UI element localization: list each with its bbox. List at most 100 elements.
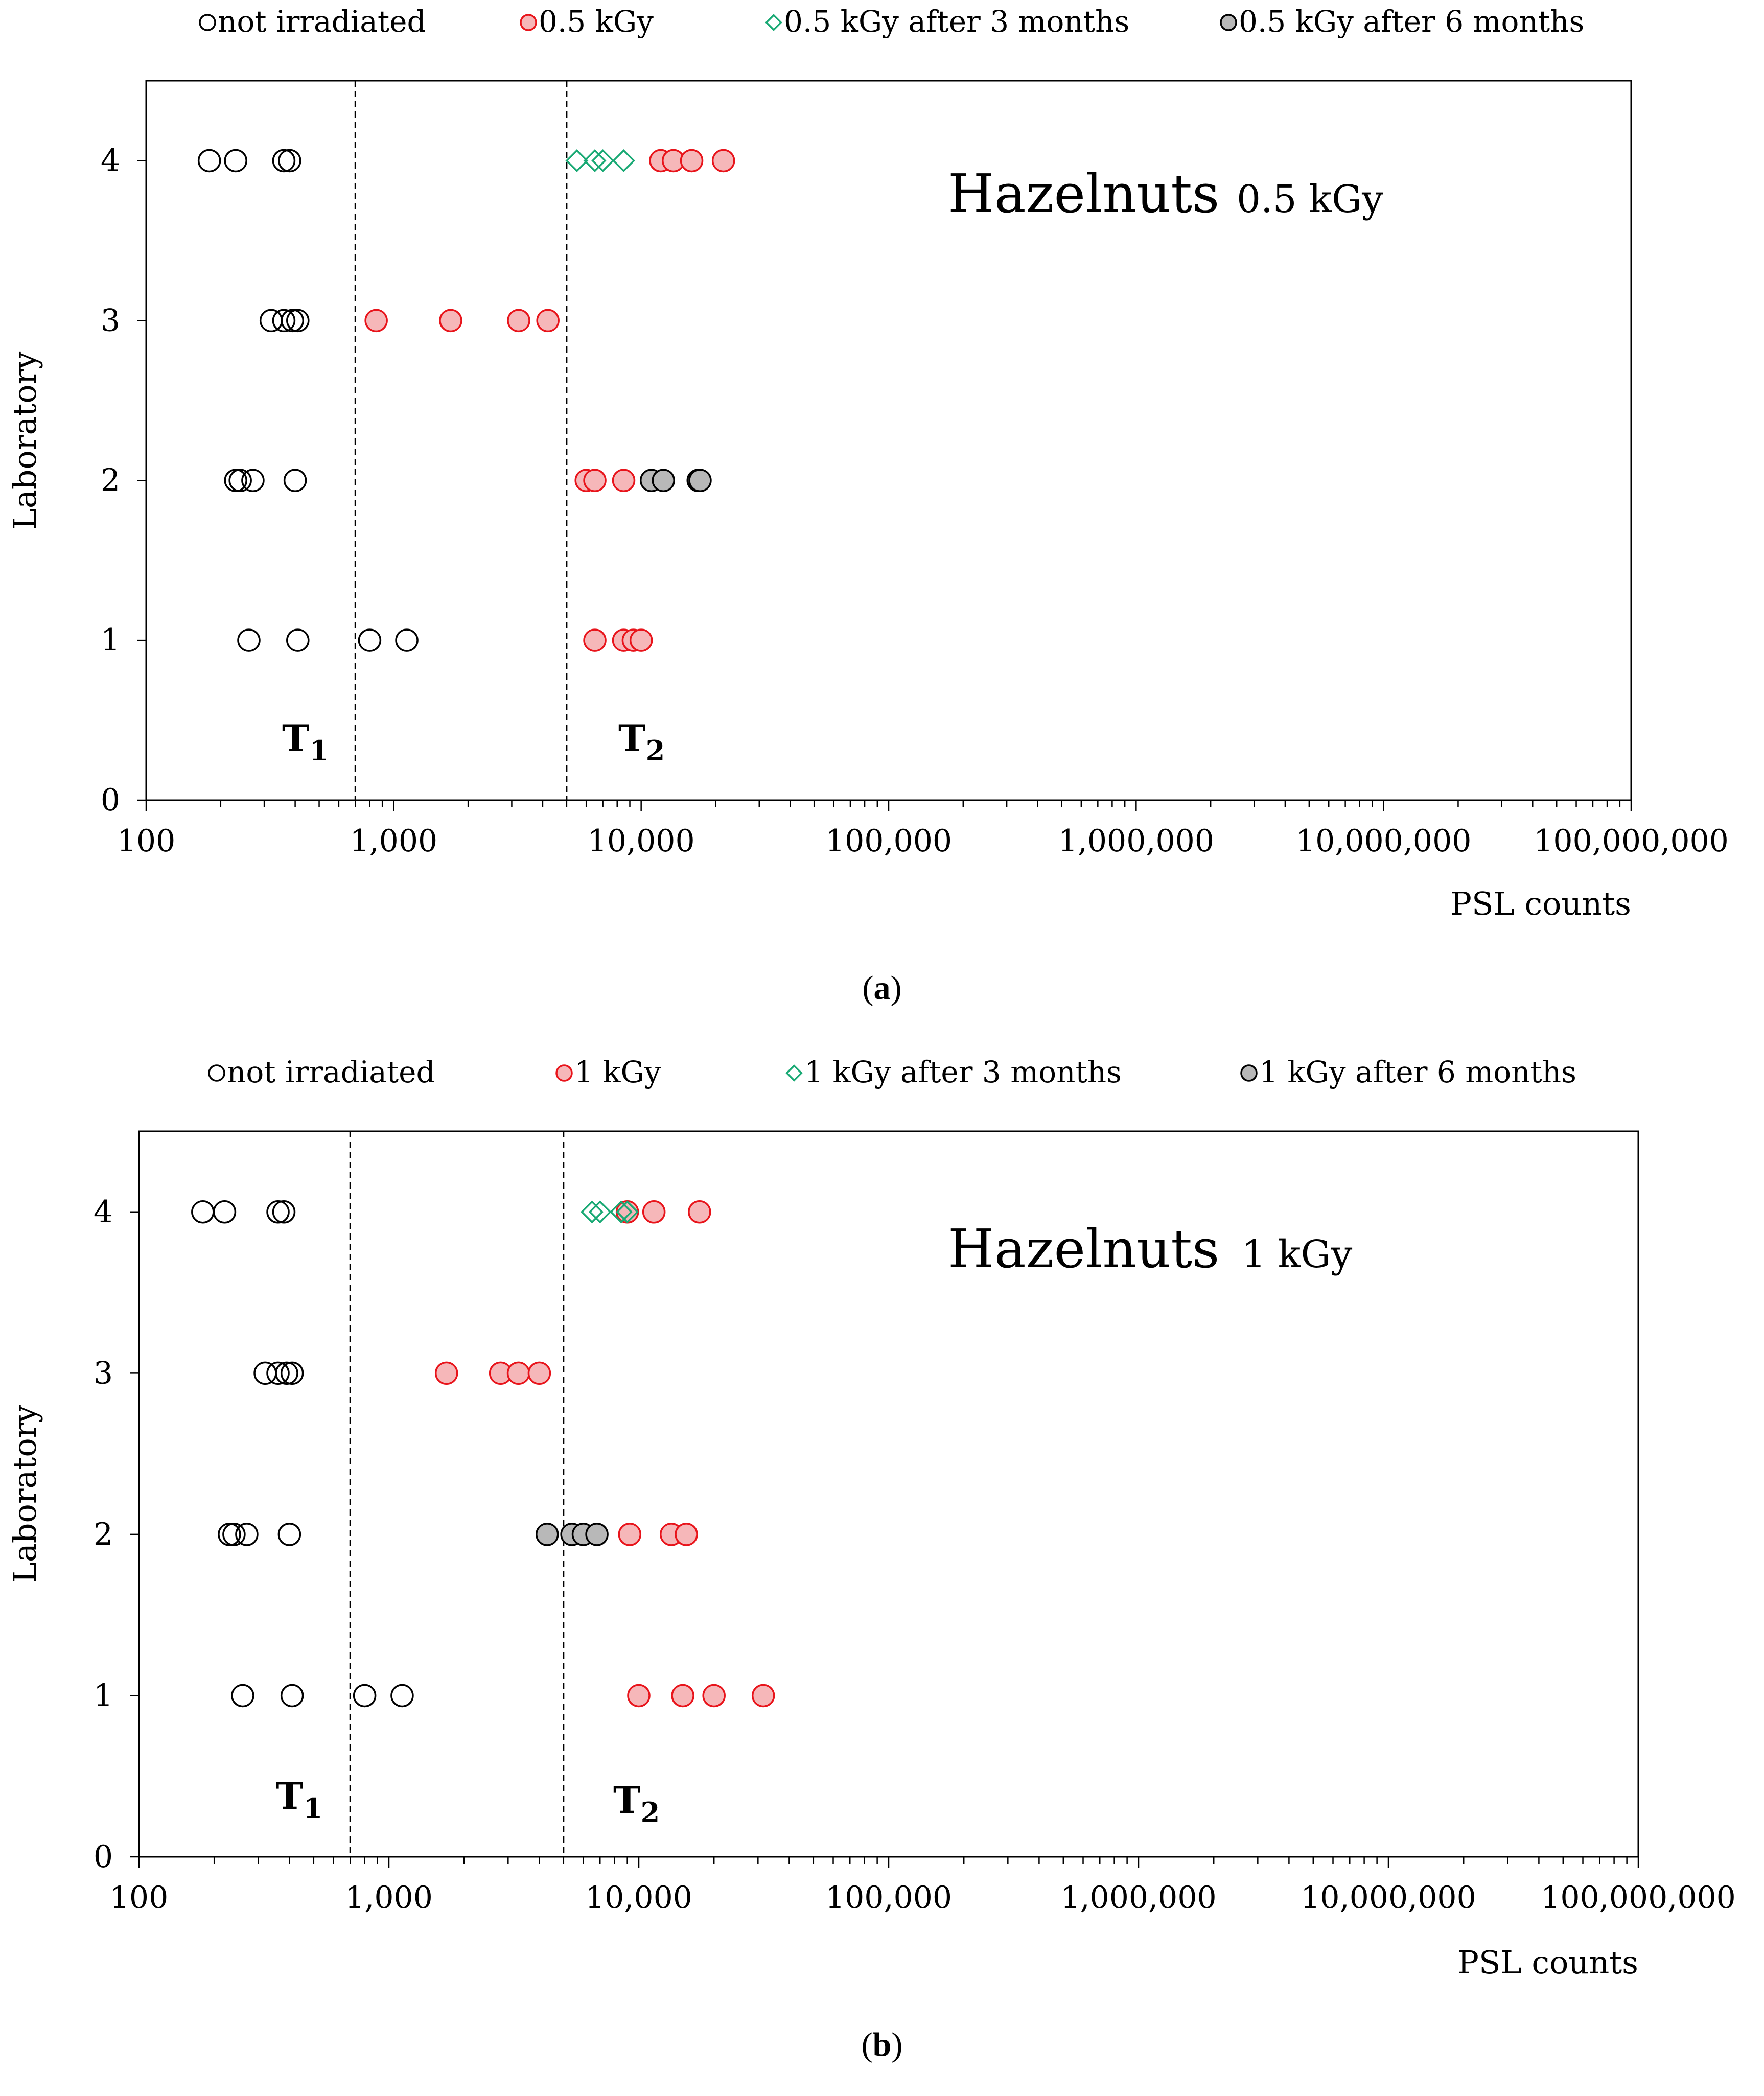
data-point	[237, 628, 261, 652]
data-point	[235, 1523, 259, 1546]
data-point	[395, 628, 419, 652]
legend-marker	[1240, 1064, 1258, 1082]
legend-marker	[785, 1064, 803, 1082]
y-axis-label: Laboratory	[6, 1405, 43, 1583]
data-point	[581, 1200, 604, 1224]
y-tick-label: 1	[101, 622, 120, 658]
x-tick-label: 10,000	[585, 1880, 692, 1916]
series-2	[565, 149, 635, 172]
data-point	[688, 469, 712, 492]
data-point	[702, 1684, 726, 1708]
y-tick-label: 1	[94, 1678, 113, 1713]
data-point	[197, 149, 221, 173]
chart-subtitle: 0.5 kGy	[1237, 177, 1383, 221]
data-point	[191, 1200, 215, 1224]
data-point	[591, 149, 615, 172]
x-tick-label: 1,000	[350, 823, 437, 859]
data-point	[224, 469, 247, 492]
caption-b-letter: b	[872, 2026, 892, 2063]
chart-subtitle: 1 kGy	[1242, 1232, 1353, 1276]
data-point	[588, 1200, 612, 1224]
x-tick-label: 100,000	[825, 1880, 952, 1916]
threshold-label-t2: T2	[613, 1778, 660, 1829]
data-point	[618, 1523, 642, 1546]
x-axis-label: PSL counts	[1457, 1944, 1638, 1981]
x-tick-label: 10,000	[588, 823, 695, 859]
chart-panel-b: 100 1,000 10,000 100,000 1,000,000 10,000,000…	[6, 1055, 1736, 1981]
data-point	[272, 309, 296, 333]
y-tick-label: 3	[101, 302, 120, 338]
plot-frame	[145, 80, 1632, 801]
x-tick-label: 100,000	[825, 823, 952, 859]
data-point	[612, 469, 636, 492]
y-axis-label: Laboratory	[6, 352, 43, 530]
chart-panel-a: 100 1,000 10,000 100,000 1,000,000 10,000,000…	[6, 4, 1729, 922]
series-2	[581, 1200, 639, 1224]
data-point	[652, 469, 675, 492]
series-3	[639, 469, 712, 492]
y-tick-label: 2	[101, 462, 120, 498]
data-point	[364, 309, 388, 333]
legend-marker	[555, 1064, 573, 1082]
caption-b: (b)	[861, 2026, 903, 2063]
x-tick-label: 100,000,000	[1541, 1880, 1736, 1916]
y-tick-label: 3	[94, 1355, 113, 1391]
series-0	[197, 149, 419, 652]
data-point	[272, 1200, 296, 1224]
data-point	[527, 1361, 551, 1385]
data-point	[439, 309, 462, 333]
data-point	[507, 309, 530, 333]
data-point	[615, 1200, 639, 1224]
data-point	[222, 1523, 246, 1546]
threshold-label-t2: T2	[618, 716, 665, 767]
series-1	[434, 1200, 775, 1708]
plot-frame	[138, 1130, 1639, 1858]
data-point	[536, 1523, 559, 1546]
data-point	[286, 628, 310, 652]
data-point	[280, 1684, 304, 1708]
x-tick-label: 100,000,000	[1534, 823, 1729, 859]
data-point	[583, 469, 607, 492]
data-point	[616, 1200, 639, 1224]
data-point	[281, 309, 305, 333]
legend: not irradiated 0.5 kGy 0.5 kGy after 3 mon…	[199, 4, 1584, 39]
data-point	[283, 469, 307, 492]
data-point	[675, 1523, 698, 1546]
data-point	[277, 1523, 301, 1546]
data-point	[241, 469, 265, 492]
legend-label: not irradiated	[218, 4, 426, 39]
legend-label: 0.5 kGy	[539, 4, 654, 39]
data-point	[688, 1200, 711, 1224]
data-point	[218, 1523, 241, 1546]
series-1	[364, 149, 735, 652]
data-point	[671, 1684, 694, 1708]
legend-label: 0.5 kGy after 3 months	[784, 4, 1129, 39]
x-tick-label: 1,000	[345, 1880, 433, 1916]
legend-label: 0.5 kGy after 6 months	[1239, 4, 1584, 39]
data-point	[253, 1361, 277, 1385]
data-point	[231, 1684, 254, 1708]
data-point	[629, 628, 653, 652]
caption-a-letter: a	[873, 969, 891, 1007]
data-point	[612, 149, 635, 172]
legend-marker	[1220, 14, 1237, 31]
x-tick-label: 1,000,000	[1058, 823, 1214, 859]
data-point	[286, 309, 310, 333]
data-point	[266, 1200, 290, 1224]
chart-title: Hazelnuts	[948, 1218, 1219, 1280]
data-point	[275, 1361, 298, 1385]
legend-marker	[208, 1064, 225, 1082]
x-tick-label: 10,000,000	[1301, 1880, 1476, 1916]
data-point	[680, 149, 704, 173]
x-tick-label: 100	[110, 1880, 169, 1916]
legend-marker	[765, 14, 782, 31]
data-point	[506, 1361, 530, 1385]
x-axis-label: PSL counts	[1450, 885, 1631, 922]
data-point	[642, 1200, 666, 1224]
y-tick-label: 4	[94, 1194, 113, 1230]
caption-a: (a)	[862, 969, 902, 1007]
legend-label: 1 kGy after 3 months	[804, 1055, 1122, 1089]
threshold-label-t1: T1	[276, 1774, 322, 1825]
data-point	[278, 149, 301, 173]
